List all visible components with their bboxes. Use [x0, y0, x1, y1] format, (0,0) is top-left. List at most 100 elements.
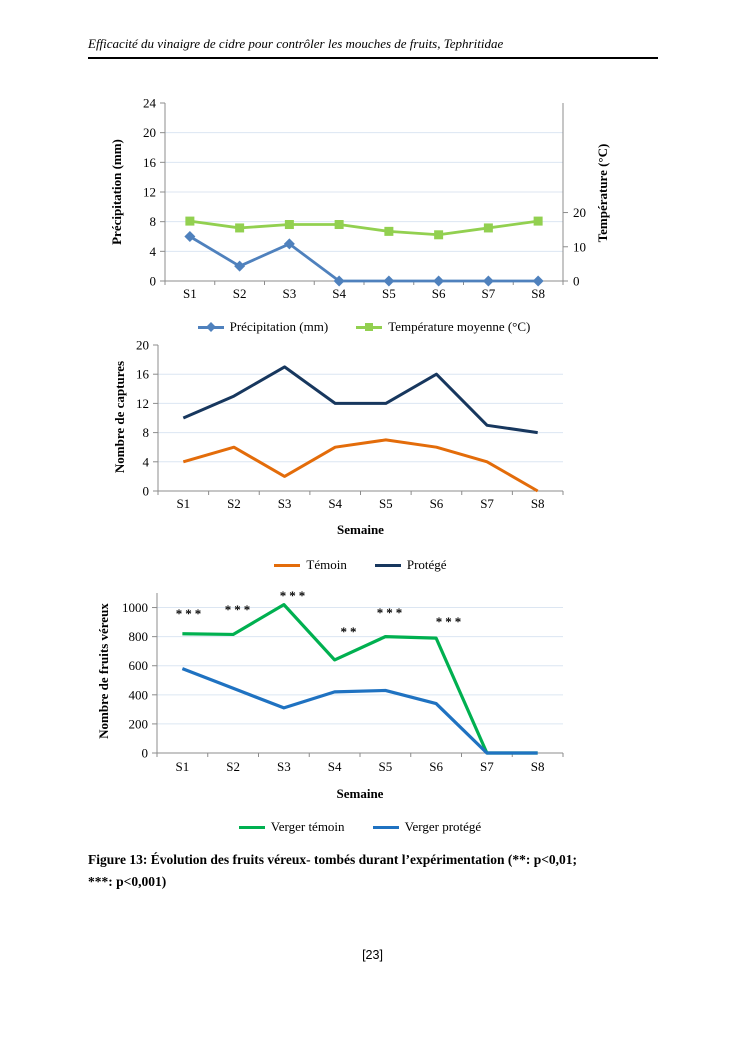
x-category-label: S7	[480, 496, 494, 511]
x-category-label: S2	[227, 496, 241, 511]
square-marker-icon	[434, 230, 444, 240]
series-line-2	[182, 365, 538, 435]
chart3-legend-item-verger-protege: Verger protégé	[372, 819, 482, 835]
green-line-icon	[238, 825, 265, 829]
chart2-legend-label-temoin: Témoin	[306, 557, 347, 572]
diamond-marker-icon	[383, 275, 395, 287]
chart2-legend-label-protege: Protégé	[406, 557, 447, 572]
x-category-label: S8	[531, 286, 545, 301]
significance-stars: **	[341, 624, 360, 639]
y-tick-label: 600	[129, 658, 149, 673]
y-tick-label: 16	[136, 367, 150, 382]
y-tick-label: 0	[150, 274, 157, 289]
chart2-legend-item-protege: Protégé	[374, 557, 447, 573]
x-category-label: S7	[482, 286, 496, 301]
chart-1-plot: 0 4 8 12 16 20 24 0 10 20 S1 S2 S3 S4 S5 S6 S7 S8	[143, 96, 586, 302]
square-marker-icon	[185, 216, 195, 226]
chart-2-plot: 0 4 8 12 16 20 S1 S2 S3 S4 S5 S6 S7 S8	[136, 338, 564, 511]
chart3-yaxis-title: Nombre de fruits véreux	[96, 603, 111, 739]
series-line-1	[189, 235, 539, 283]
y-tick-label: 1000	[122, 600, 148, 615]
x-category-label: S3	[283, 286, 297, 301]
square-marker-icon	[384, 226, 394, 236]
diamond-marker-icon	[283, 238, 295, 250]
line-with-square-marker-icon	[356, 323, 383, 331]
x-category-label: S8	[531, 759, 545, 774]
x-category-label: S2	[226, 759, 240, 774]
square-marker-icon	[334, 220, 344, 230]
chart3-legend-label-verger-protege: Verger protégé	[404, 819, 482, 834]
y-tick-label: 0	[143, 484, 150, 499]
diamond-marker-icon	[333, 275, 345, 287]
chart1-yaxis-title-left: Précipitation (mm)	[109, 139, 124, 245]
significance-stars: ***	[176, 606, 205, 621]
running-header-title: Efficacité du vinaigre de cidre pour con…	[88, 36, 504, 51]
significance-stars: ***	[377, 605, 406, 620]
x-category-label: S8	[531, 496, 545, 511]
diamond-marker-icon	[532, 275, 544, 287]
x-category-label: S5	[379, 496, 393, 511]
y-tick-label-right: 0	[573, 274, 580, 289]
x-category-label: S5	[379, 759, 393, 774]
figure-caption-line1: Figure 13: Évolution des fruits véreux- …	[88, 852, 578, 867]
y-tick-label: 24	[143, 96, 157, 111]
diamond-marker-icon	[433, 275, 445, 287]
x-category-label: S1	[176, 496, 190, 511]
x-category-label: S4	[328, 759, 342, 774]
y-tick-label-right: 10	[573, 239, 586, 254]
x-category-label: S7	[480, 759, 494, 774]
y-tick-label: 12	[136, 396, 149, 411]
x-category-label: S4	[332, 286, 346, 301]
page-number: [23]	[362, 948, 383, 962]
diamond-marker-icon	[184, 231, 196, 242]
y-tick-label: 8	[143, 425, 150, 440]
chart1-legend-label-precipitation: Précipitation (mm)	[229, 319, 329, 334]
y-tick-label: 800	[129, 629, 149, 644]
navy-line-icon	[374, 563, 401, 567]
y-tick-label: 4	[143, 454, 150, 469]
x-category-label: S6	[429, 759, 443, 774]
blue-line-icon	[372, 825, 399, 829]
square-marker-icon	[235, 223, 245, 233]
significance-stars: ***	[225, 602, 254, 617]
x-category-label: S2	[233, 286, 247, 301]
chart1-legend-item-precipitation: Précipitation (mm)	[197, 319, 329, 335]
x-category-label: S1	[183, 286, 197, 301]
figure-caption-line2: ***: p<0,001)	[88, 874, 167, 890]
x-category-label: S5	[382, 286, 396, 301]
significance-stars: ***	[436, 614, 465, 629]
y-tick-label: 8	[150, 214, 157, 229]
chart3-legend: Verger témoin Verger protégé	[157, 819, 563, 835]
chart1-legend-item-temperature: Température moyenne (°C)	[356, 319, 530, 335]
series-line-2	[181, 667, 538, 755]
square-marker-icon	[533, 216, 543, 226]
y-tick-label: 400	[129, 687, 149, 702]
chart1-legend: Précipitation (mm) Température moyenne (…	[165, 319, 563, 335]
figure-caption: Figure 13: Évolution des fruits véreux- …	[88, 849, 663, 894]
series-line-2	[189, 219, 539, 237]
orange-line-icon	[274, 563, 301, 567]
x-category-label: S3	[278, 496, 292, 511]
series-line-1	[182, 438, 539, 493]
y-tick-label: 16	[143, 155, 157, 170]
significance-stars: ***	[280, 588, 309, 603]
diamond-marker-icon	[234, 260, 246, 272]
x-category-label: S1	[176, 759, 190, 774]
x-category-label: S4	[328, 496, 342, 511]
chart2-yaxis-title: Nombre de captures	[112, 360, 127, 474]
diamond-marker-icon	[482, 275, 494, 287]
x-category-label: S6	[432, 286, 446, 301]
chart3-xaxis-title: Semaine	[336, 786, 384, 801]
x-category-label: S3	[277, 759, 291, 774]
square-marker-icon	[483, 223, 493, 233]
series-line-1	[182, 603, 538, 755]
y-tick-label: 20	[143, 125, 156, 140]
y-tick-label-right: 20	[573, 205, 586, 220]
y-tick-label: 0	[142, 746, 149, 761]
y-tick-label: 200	[129, 716, 149, 731]
y-tick-label: 20	[136, 338, 149, 353]
chart3-legend-item-verger-temoin: Verger témoin	[238, 819, 345, 835]
x-category-label: S6	[430, 496, 444, 511]
